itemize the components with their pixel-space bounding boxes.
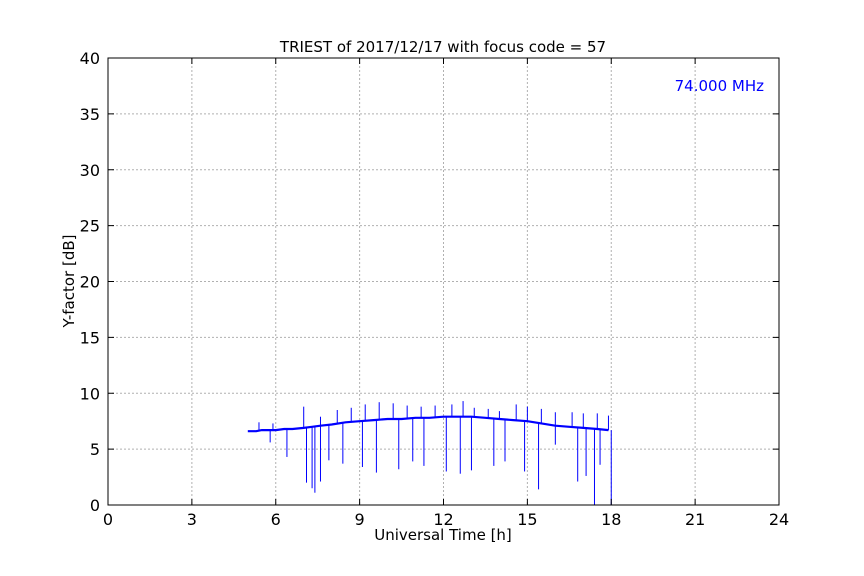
x-tick-label: 15 <box>517 510 537 529</box>
y-tick-label: 30 <box>80 161 100 180</box>
x-axis-label: Universal Time [h] <box>374 526 512 544</box>
y-tick-label: 15 <box>80 328 100 347</box>
frequency-annotation: 74.000 MHz <box>675 77 764 95</box>
x-tick-label: 21 <box>685 510 705 529</box>
chart-title: TRIEST of 2017/12/17 with focus code = 5… <box>279 38 606 56</box>
y-axis-label: Y-factor [dB] <box>60 234 78 328</box>
x-tick-label: 24 <box>769 510 789 529</box>
x-tick-label: 18 <box>601 510 621 529</box>
y-tick-label: 40 <box>80 49 100 68</box>
x-tick-label: 6 <box>271 510 281 529</box>
y-tick-label: 10 <box>80 384 100 403</box>
y-tick-label: 35 <box>80 105 100 124</box>
x-tick-label: 12 <box>433 510 453 529</box>
y-tick-label: 20 <box>80 273 100 292</box>
y-tick-label: 0 <box>90 496 100 515</box>
y-tick-label: 5 <box>90 440 100 459</box>
y-tick-label: 25 <box>80 217 100 236</box>
x-tick-label: 9 <box>355 510 365 529</box>
x-tick-label: 3 <box>187 510 197 529</box>
x-tick-label: 0 <box>103 510 113 529</box>
tick-layer: 0 3 6 9 12 15 18 21 24 0 5 10 15 20 25 30 35 40 <box>80 49 790 529</box>
series-layer <box>247 401 612 505</box>
